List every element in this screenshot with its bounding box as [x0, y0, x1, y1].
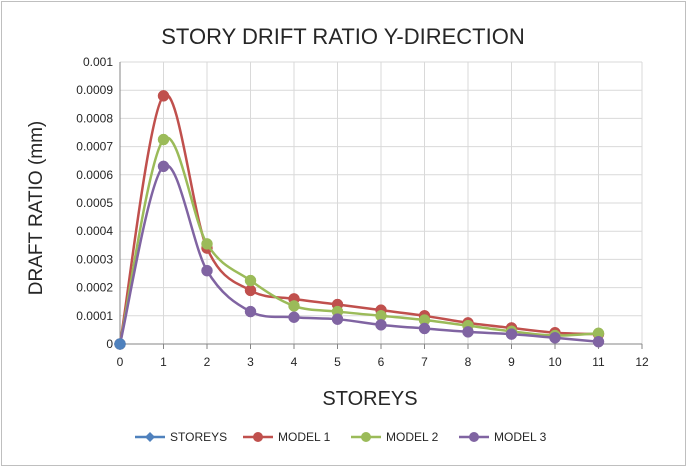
legend-item-model-3: MODEL 3 — [459, 430, 547, 444]
data-point-model-3 — [375, 319, 387, 331]
data-point-model-3 — [592, 335, 605, 348]
y-tick-label: 0.0009 — [76, 83, 113, 97]
data-point-model-3 — [288, 311, 300, 323]
y-tick-label: 0.0003 — [76, 252, 113, 266]
legend-label: MODEL 1 — [278, 430, 331, 444]
y-tick-label: 0 — [106, 337, 113, 351]
data-point-model-2 — [157, 133, 170, 146]
data-point-storeys — [114, 338, 126, 350]
legend-item-model-1: MODEL 1 — [243, 430, 331, 444]
data-point-model-1 — [244, 284, 257, 297]
data-point-model-2 — [288, 300, 300, 312]
legend-marker-circle — [253, 432, 263, 442]
series-storeys — [114, 338, 126, 350]
x-tick-label: 9 — [508, 355, 515, 369]
data-point-model-3 — [505, 328, 518, 340]
legend-marker-diamond — [145, 432, 155, 442]
x-tick-label: 3 — [247, 355, 254, 369]
x-axis-label: STOREYS — [322, 388, 417, 410]
x-tick-label: 7 — [421, 355, 428, 369]
x-tick-label: 2 — [204, 355, 211, 369]
y-tick-label: 0.001 — [83, 55, 113, 69]
legend-label: MODEL 3 — [494, 430, 547, 444]
y-axis-label: DRAFT RATIO (mm) — [26, 121, 47, 296]
chart-title: STORY DRIFT RATIO Y-DIRECTION — [161, 24, 524, 49]
data-point-model-2 — [244, 274, 257, 287]
data-point-model-3 — [549, 332, 561, 344]
data-point-model-3 — [244, 305, 257, 318]
data-point-model-3 — [462, 326, 474, 338]
x-tick-label: 4 — [291, 355, 298, 369]
legend: STOREYS MODEL 1 MODEL 2 MODEL 3 — [135, 430, 547, 444]
series — [114, 90, 605, 350]
legend-item-storeys: STOREYS — [135, 430, 227, 444]
x-tick-label: 5 — [334, 355, 341, 369]
series-model-1 — [114, 90, 605, 350]
gridlines — [119, 61, 643, 345]
series-line-model-1 — [118, 93, 599, 345]
x-tick-label: 6 — [378, 355, 385, 369]
x-tick-label: 10 — [548, 355, 562, 369]
x-tick-label: 0 — [117, 355, 124, 369]
y-tick-label: 0.0008 — [76, 111, 113, 125]
data-point-model-3 — [157, 160, 170, 173]
y-tick-label: 0.0006 — [76, 168, 113, 182]
data-point-model-3 — [418, 322, 431, 335]
x-tick-label: 1 — [160, 355, 167, 369]
x-tick-label: 12 — [635, 355, 649, 369]
x-tick-label: 11 — [592, 355, 605, 369]
legend-marker-circle — [361, 432, 371, 442]
legend-label: MODEL 2 — [386, 430, 439, 444]
y-tick-label: 0.0002 — [76, 281, 113, 295]
series-line-model-2 — [118, 136, 599, 345]
y-tick-label: 0.0001 — [76, 309, 113, 323]
data-point-model-2 — [201, 238, 213, 250]
y-tick-label: 0.0007 — [76, 140, 113, 154]
legend-item-model-2: MODEL 2 — [351, 430, 439, 444]
data-point-model-1 — [157, 90, 170, 102]
legend-label: STOREYS — [170, 430, 227, 444]
legend-marker-circle — [469, 432, 479, 442]
x-tick-label: 8 — [465, 355, 472, 369]
y-tick-label: 0.0004 — [76, 224, 113, 238]
data-point-model-3 — [331, 313, 344, 325]
y-tick-label: 0.0005 — [76, 196, 113, 210]
data-point-model-3 — [201, 264, 213, 277]
axes: 0 0.0001 0.0002 0.0003 0.0004 0.0005 0.0006 0.0… — [76, 55, 649, 369]
